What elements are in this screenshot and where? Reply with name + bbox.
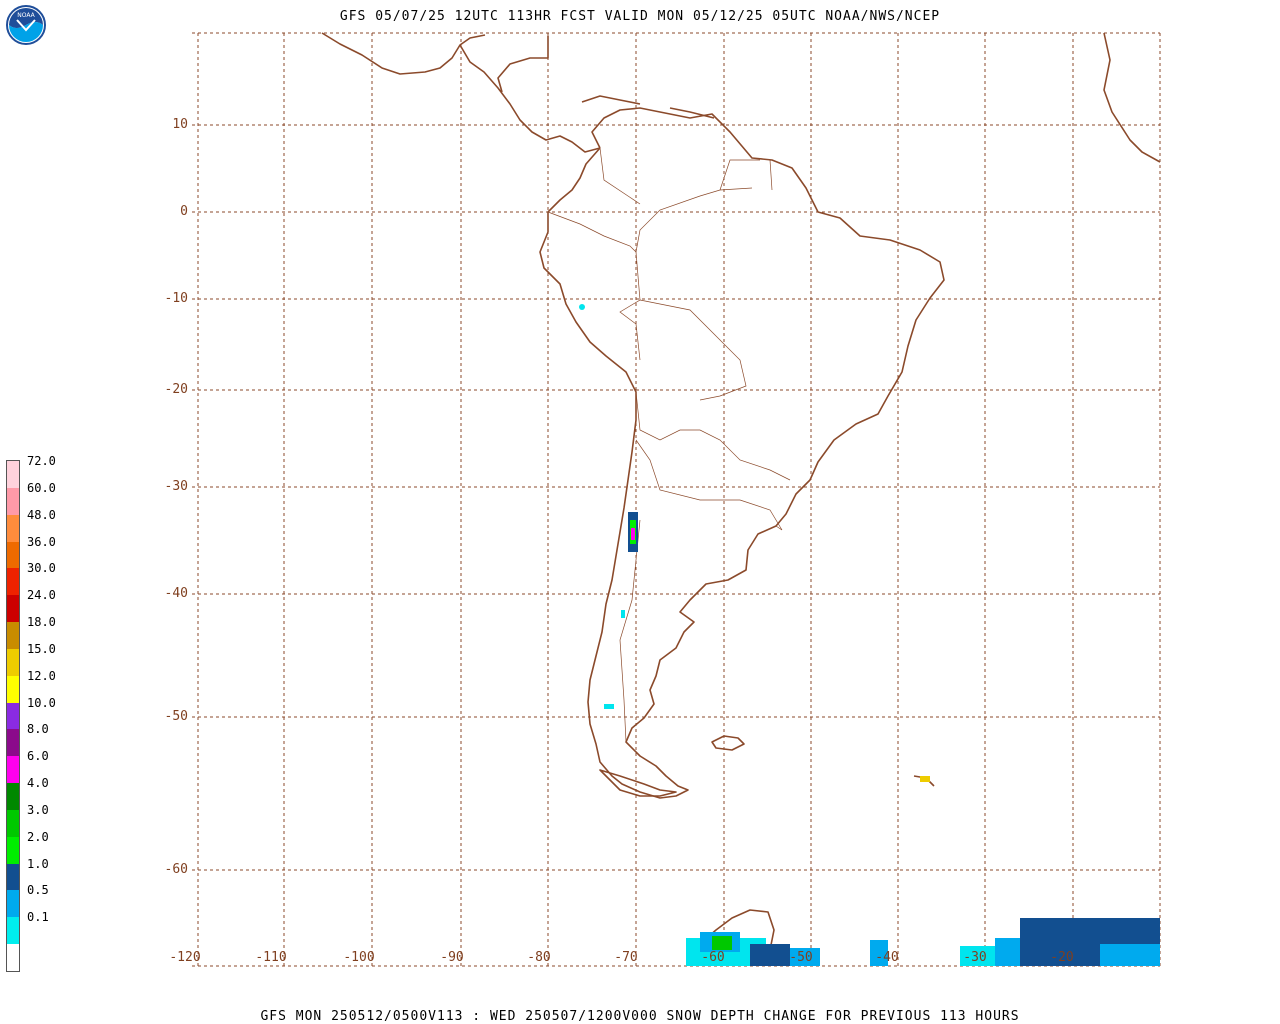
legend-swatch xyxy=(7,675,19,703)
legend-label: 12.0 xyxy=(27,668,56,683)
lon-label: -60 xyxy=(701,950,725,965)
footer-title: GFS MON 250512/0500V113 : WED 250507/120… xyxy=(260,1009,1020,1024)
lat-label: -50 xyxy=(164,709,188,724)
legend-swatch xyxy=(7,648,19,676)
legend-swatch xyxy=(7,461,19,488)
legend-label: 10.0 xyxy=(27,695,56,710)
legend-label: 72.0 xyxy=(27,454,56,468)
legend-label: 6.0 xyxy=(27,749,49,764)
tierra-del-fuego xyxy=(599,769,677,797)
legend-label: 3.0 xyxy=(27,802,49,817)
legend-label: 4.0 xyxy=(27,776,49,791)
color-legend: 0.1 0.5 1.0 2.0 3.0 4.0 6.0 8.0 10.0 12.0 15.0 18.0… xyxy=(6,454,56,972)
legend-swatch xyxy=(7,622,19,649)
lat-label: -10 xyxy=(164,291,188,306)
lon-label: -100 xyxy=(343,950,375,965)
legend-swatch xyxy=(7,514,19,542)
legend-label: 36.0 xyxy=(27,534,56,549)
lat-label: 0 xyxy=(180,204,188,219)
legend-label: 24.0 xyxy=(27,588,56,603)
lon-label: -50 xyxy=(789,950,813,965)
legend-swatch xyxy=(7,809,19,837)
country-borders xyxy=(547,147,791,743)
legend-swatch xyxy=(7,756,19,784)
legend-label: 8.0 xyxy=(27,722,49,737)
legend-swatch xyxy=(7,568,19,596)
legend-swatch xyxy=(7,541,19,569)
legend-swatch xyxy=(7,783,19,810)
lon-label: -40 xyxy=(875,950,899,965)
legend-label: 15.0 xyxy=(27,641,56,656)
coastlines xyxy=(321,32,1161,961)
legend-label: 0.5 xyxy=(27,883,49,898)
map-title: GFS 05/07/25 12UTC 113HR FCST VALID MON … xyxy=(339,9,941,24)
falkland-islands xyxy=(711,735,745,751)
legend-label: 2.0 xyxy=(27,829,49,844)
lon-label: -70 xyxy=(614,950,638,965)
legend-swatch xyxy=(7,487,19,515)
lon-label: -20 xyxy=(1050,950,1074,965)
lon-label: -120 xyxy=(169,950,201,965)
legend-swatch xyxy=(7,729,19,757)
legend-label: 48.0 xyxy=(27,507,56,522)
legend-swatch xyxy=(7,944,19,971)
caribbean-islands xyxy=(581,95,715,119)
lon-label: -80 xyxy=(527,950,551,965)
lon-label: -110 xyxy=(255,950,287,965)
legend-swatch xyxy=(7,595,19,623)
legend-label: 30.0 xyxy=(27,561,56,576)
africa-coast xyxy=(1103,32,1161,163)
lon-label: -90 xyxy=(440,950,464,965)
legend-swatch xyxy=(7,863,19,891)
lon-label: -30 xyxy=(963,950,987,965)
lat-label: -20 xyxy=(164,382,188,397)
legend-label: 0.1 xyxy=(27,910,49,925)
lat-label: -60 xyxy=(164,862,188,877)
legend-swatch xyxy=(7,890,19,918)
central-america-coast xyxy=(321,32,601,153)
svg-text:NOAA: NOAA xyxy=(17,12,35,19)
legend-label: 60.0 xyxy=(27,480,56,495)
legend-swatch xyxy=(7,917,19,945)
legend-swatch xyxy=(7,702,19,730)
snow-change-shading xyxy=(579,304,1160,966)
lat-label: -30 xyxy=(164,479,188,494)
lat-lon-grid xyxy=(192,32,1161,967)
noaa-logo: NOAA xyxy=(6,5,46,45)
legend-swatch xyxy=(7,836,19,864)
legend-label: 1.0 xyxy=(27,856,49,871)
lat-label: -40 xyxy=(164,586,188,601)
lat-label: 10 xyxy=(172,117,188,132)
legend-label: 18.0 xyxy=(27,615,56,630)
